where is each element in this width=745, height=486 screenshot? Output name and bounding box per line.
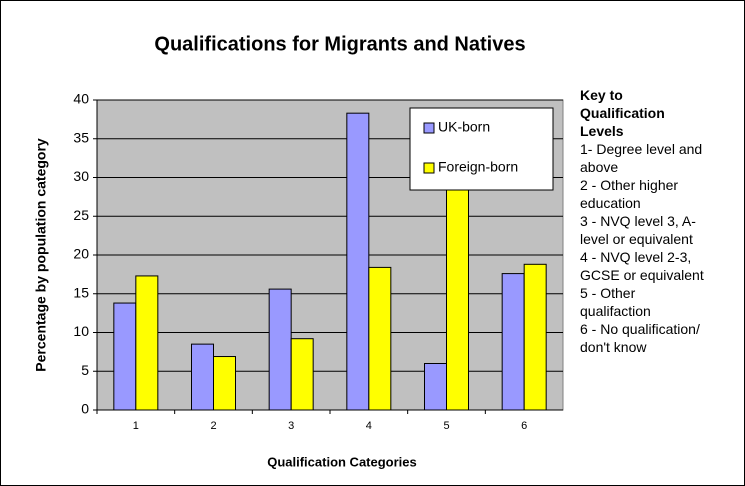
y-tick-label: 30 [73,168,89,184]
legend-swatch [423,122,435,134]
key-item: 1- Degree level and above [580,141,703,175]
bar [346,112,370,411]
y-tick-label: 0 [81,401,89,417]
x-tick-label: 5 [443,420,449,432]
x-tick-label: 3 [288,420,294,432]
y-tick-label: 35 [73,129,89,145]
bar [446,161,469,411]
bar [290,338,314,411]
bar [113,302,137,411]
x-tick-label: 6 [521,420,527,432]
chart-title: Qualifications for Migrants and Natives [154,33,525,55]
bar [191,343,214,411]
bar [424,363,447,411]
y-tick-label: 25 [73,207,89,223]
key: Key to Qualification Levels 1- Degree le… [580,86,708,356]
key-title: Key to Qualification Levels [580,87,665,139]
y-tick-label: 15 [73,284,89,300]
x-tick-label: 1 [133,420,139,432]
key-item: 4 - NVQ level 2-3, GCSE or equivalent [580,249,704,283]
bar [135,275,159,411]
x-tick-label: 4 [366,420,372,432]
key-item: 6 - No qualification/ don't know [580,321,700,355]
y-tick-label: 20 [73,246,89,262]
y-tick-label: 40 [73,91,89,107]
bar [501,273,525,411]
x-tick-label: 2 [210,420,216,432]
x-axis-label: Qualification Categories [267,454,417,469]
bar [523,263,547,411]
legend-label: Foreign-born [438,159,518,175]
bar [368,266,392,411]
y-tick-label: 10 [73,323,89,339]
key-item: 3 - NVQ level 3, A-level or equivalent [580,213,696,247]
y-tick-label: 5 [81,362,89,378]
bar [268,288,292,411]
legend [409,107,554,191]
y-axis-label: Percentage by population category [33,138,49,372]
key-item: 2 - Other higher education [580,177,679,211]
legend-label: UK-born [438,119,490,135]
key-item: 5 - Other qualifaction [580,285,651,319]
legend-swatch [423,162,435,174]
bar [213,356,236,411]
